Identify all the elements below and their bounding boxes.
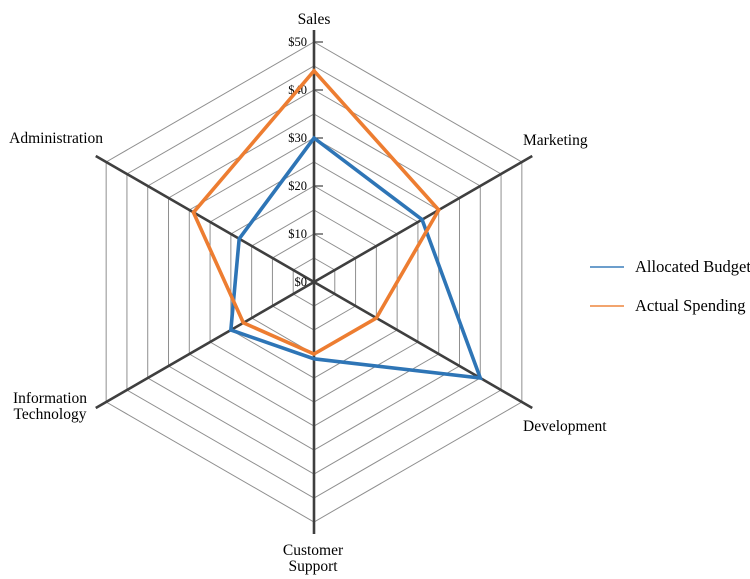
chart-legend: Allocated Budget Actual Spending [590,257,750,336]
axis-label-development: Development [523,418,607,435]
axis-spoke-5 [95,154,315,284]
legend-label-allocated-budget: Allocated Budget [635,257,750,276]
axis-spoke-4 [95,280,315,410]
legend-item-actual-spending: Actual Spending [590,296,750,315]
axis-label-marketing: Marketing [523,132,588,149]
legend-swatch-actual-spending [590,305,624,307]
legend-label-actual-spending: Actual Spending [635,296,746,315]
radial-tick-label-10: $10 [288,227,307,241]
series-polygon-allocated-budget [228,135,483,381]
axis-label-information-technology: Information Technology [12,390,88,423]
radial-tick-label-30: $30 [288,131,307,145]
axis-label-customer-support: Customer Support [282,542,344,575]
radial-tick-label-50: $50 [288,35,307,49]
series-polygon-actual-spending [191,68,441,357]
legend-swatch-allocated-budget [590,266,624,268]
axis-spoke-2 [313,280,533,410]
radial-tick-label-0: $0 [295,275,308,289]
axis-label-administration: Administration [9,130,103,147]
legend-item-allocated-budget: Allocated Budget [590,257,750,276]
radial-tick-label-20: $20 [288,179,307,193]
axis-label-sales: Sales [297,11,331,28]
